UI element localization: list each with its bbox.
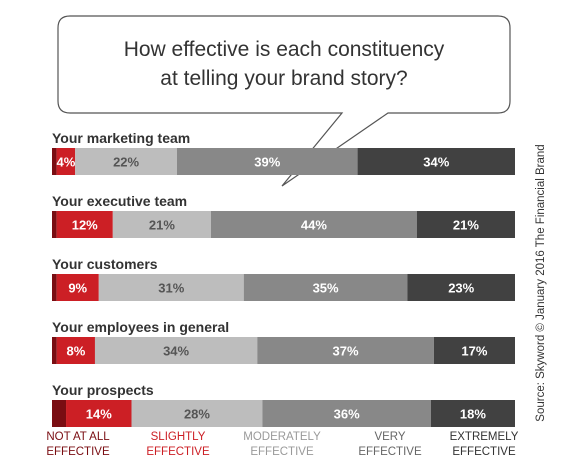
legend-extremely-effective-line-1: EXTREMELY	[450, 431, 519, 443]
legend: NOT AT ALL EFFECTIVE SLIGHTLY EFFECTIVE MODE…	[46, 431, 518, 458]
bar-segment-your-employees-in-general-not-at-all-effective	[52, 337, 57, 364]
data-label-your-prospects-moderately-effective: 28%	[184, 407, 210, 422]
data-label-your-marketing-team-moderately-effective: 22%	[113, 155, 139, 170]
bar-segment-your-marketing-team-moderately-effective	[75, 148, 178, 175]
data-label-your-executive-team-extremely-effective: 21%	[453, 218, 479, 233]
bar-rows: Your marketing team 4% 22% 39% 34% Your execu…	[52, 130, 515, 427]
legend-very-effective-line-2: EFFECTIVE	[358, 446, 422, 458]
data-label-your-marketing-team-very-effective: 39%	[254, 155, 280, 170]
data-label-your-customers-moderately-effective: 31%	[158, 281, 184, 296]
bar-segment-your-prospects-extremely-effective	[430, 400, 515, 427]
data-label-your-marketing-team-slightly-effective: 4%	[56, 155, 75, 170]
data-label-your-customers-slightly-effective: 9%	[68, 281, 87, 296]
category-label-your-prospects: Your prospects	[52, 382, 154, 398]
data-label-your-employees-in-general-moderately-effective: 34%	[163, 344, 189, 359]
chart-title-line-2: at telling your brand story?	[160, 67, 407, 90]
data-label-your-executive-team-slightly-effective: 12%	[72, 218, 98, 233]
legend-moderately-effective-line-2: EFFECTIVE	[250, 446, 314, 458]
data-label-your-customers-extremely-effective: 23%	[448, 281, 474, 296]
bar-segment-your-executive-team-extremely-effective	[416, 211, 515, 238]
bar-segment-your-customers-moderately-effective	[98, 274, 244, 301]
data-label-your-prospects-extremely-effective: 18%	[460, 407, 486, 422]
legend-slightly-effective-line-1: SLIGHTLY	[151, 431, 206, 443]
data-label-your-executive-team-moderately-effective: 21%	[149, 218, 175, 233]
source-note: Source: Skyword © January 2016 The Finan…	[535, 144, 547, 421]
title-callout: How effective is each constituency at te…	[57, 15, 511, 187]
chart-title-line-1: How effective is each constituency	[124, 38, 445, 61]
bar-segment-your-customers-extremely-effective	[407, 274, 515, 301]
bar-segment-your-marketing-team-very-effective	[177, 148, 358, 175]
bar-segment-your-marketing-team-not-at-all-effective	[52, 148, 57, 175]
bar-segment-your-prospects-moderately-effective	[131, 400, 263, 427]
data-label-your-employees-in-general-extremely-effective: 17%	[461, 344, 487, 359]
bar-segment-your-prospects-very-effective	[262, 400, 431, 427]
category-label-your-executive-team: Your executive team	[52, 193, 187, 209]
legend-not-at-all-effective-line-2: EFFECTIVE	[46, 446, 110, 458]
data-label-your-marketing-team-extremely-effective: 34%	[423, 155, 449, 170]
legend-slightly-effective-line-2: EFFECTIVE	[146, 446, 210, 458]
legend-not-at-all-effective-line-1: NOT AT ALL	[46, 431, 110, 443]
bar-segment-your-employees-in-general-very-effective	[257, 337, 434, 364]
data-label-your-executive-team-very-effective: 44%	[301, 218, 327, 233]
legend-very-effective-line-1: VERY	[374, 431, 405, 443]
legend-extremely-effective-line-2: EFFECTIVE	[452, 446, 516, 458]
bar-segment-your-employees-in-general-slightly-effective	[56, 337, 95, 364]
data-label-your-prospects-very-effective: 36%	[334, 407, 360, 422]
bar-segment-your-customers-very-effective	[243, 274, 408, 301]
category-label-your-customers: Your customers	[52, 256, 158, 272]
bar-segment-your-marketing-team-slightly-effective	[56, 148, 76, 175]
bar-segment-your-marketing-team-extremely-effective	[357, 148, 515, 175]
bar-segment-your-prospects-not-at-all-effective	[52, 400, 67, 427]
category-label-your-employees-in-general: Your employees in general	[52, 319, 229, 335]
data-label-your-prospects-slightly-effective: 14%	[86, 407, 112, 422]
bar-segment-your-customers-slightly-effective	[56, 274, 99, 301]
data-label-your-employees-in-general-very-effective: 37%	[333, 344, 359, 359]
bar-segment-your-executive-team-moderately-effective	[112, 211, 212, 238]
category-label-your-marketing-team: Your marketing team	[52, 130, 190, 146]
bar-segment-your-executive-team-very-effective	[211, 211, 417, 238]
data-label-your-customers-very-effective: 35%	[313, 281, 339, 296]
bar-segment-your-executive-team-not-at-all-effective	[52, 211, 57, 238]
bar-segment-your-employees-in-general-extremely-effective	[433, 337, 515, 364]
bar-segment-your-customers-not-at-all-effective	[52, 274, 57, 301]
bar-segment-your-executive-team-slightly-effective	[56, 211, 113, 238]
bar-segment-your-employees-in-general-moderately-effective	[94, 337, 258, 364]
legend-moderately-effective-line-1: MODERATELY	[243, 431, 321, 443]
data-label-your-employees-in-general-slightly-effective: 8%	[66, 344, 85, 359]
bar-segment-your-prospects-slightly-effective	[66, 400, 132, 427]
